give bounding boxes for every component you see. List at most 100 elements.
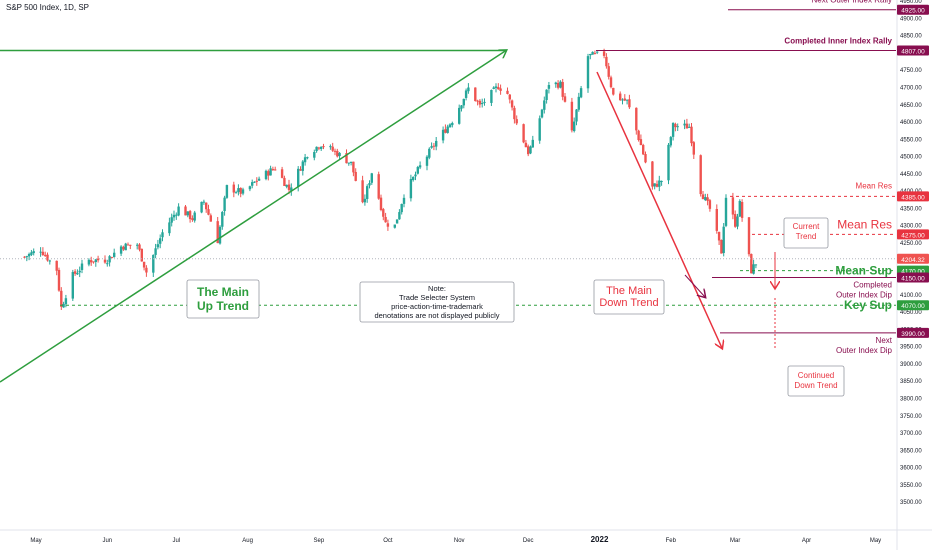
candle-body [280, 169, 284, 178]
candle-body [644, 154, 647, 163]
candle-body [481, 103, 484, 105]
candle-body [161, 232, 164, 238]
candle-body [577, 96, 580, 110]
price-tag [897, 45, 929, 56]
candle-body [642, 145, 645, 155]
price-tag-label: 4150.00 [901, 276, 925, 283]
x-tick-label: Oct [383, 538, 393, 544]
current-trend-label: Current Trend [793, 222, 820, 241]
candle-body [416, 167, 419, 174]
x-tick-label: Mar [730, 538, 740, 544]
candle-body [676, 126, 679, 128]
candle-body [704, 197, 707, 201]
candle-body [607, 66, 610, 77]
current-trend-box [783, 217, 829, 249]
candle-body [538, 118, 541, 141]
price-tag [897, 327, 929, 338]
candle-body [297, 168, 300, 187]
y-tick-label: 3550.00 [900, 483, 922, 489]
note-label: Note: Trade Selecter System price-action-t… [374, 284, 499, 320]
up-trend-box [186, 279, 260, 319]
candle-body [283, 177, 286, 186]
candle-body [331, 146, 334, 151]
candle-body [651, 161, 654, 187]
x-tick-label: May [30, 538, 41, 544]
candle-body [103, 259, 107, 263]
y-tick-label: 4250.00 [900, 241, 922, 247]
candle-body [248, 186, 252, 190]
y-tick-label: 3750.00 [900, 414, 922, 420]
candle-body [303, 157, 307, 163]
y-tick-label: 4900.00 [900, 16, 922, 22]
candle-body [90, 260, 93, 263]
candle-body [218, 226, 222, 244]
price-tag [897, 300, 929, 311]
x-tick-label: Nov [454, 538, 465, 544]
candle-body [425, 156, 429, 166]
candle-body [499, 88, 502, 91]
y-tick-label: 4350.00 [900, 206, 922, 212]
candle-body [92, 261, 95, 263]
candle-body [60, 290, 63, 307]
candle-body [168, 222, 171, 234]
price-tag [897, 4, 929, 15]
candle-body [255, 180, 258, 182]
candle-body [172, 214, 176, 218]
label-completed-outer-dip: Completed Outer Index Dip [836, 281, 893, 300]
candle-body [78, 270, 81, 273]
candle-body [513, 107, 516, 120]
candle-body [257, 178, 261, 181]
candles [23, 48, 758, 311]
candle-body [510, 100, 514, 108]
candle-body [688, 126, 691, 128]
candle-body [154, 248, 157, 255]
x-tick-label: Dec [523, 538, 534, 544]
price-tag-label: 4807.00 [901, 49, 925, 56]
candle-body [315, 146, 318, 152]
candle-body [556, 82, 560, 88]
candle-body [529, 146, 532, 154]
candle-body [448, 124, 452, 128]
candle-body [561, 82, 564, 97]
candle-body [441, 129, 445, 141]
candle-body [363, 198, 367, 203]
candle-body [444, 129, 447, 133]
candle-body [119, 246, 123, 254]
y-tick-label: 3850.00 [900, 379, 922, 385]
y-tick-label: 3650.00 [900, 448, 922, 454]
candle-body [508, 94, 511, 100]
candle-body [412, 176, 415, 181]
candle-body [625, 99, 629, 101]
candle-body [73, 271, 77, 274]
chart-title: S&P 500 Index, 1D, SP [6, 3, 90, 12]
candle-body [554, 82, 557, 85]
candle-body [593, 52, 597, 54]
y-tick-label: 4300.00 [900, 224, 922, 230]
candle-body [44, 254, 47, 256]
candle-body [274, 169, 277, 171]
candle-body [354, 171, 357, 181]
candle-body [106, 263, 109, 265]
candle-body [136, 244, 139, 246]
trendline-main-up [0, 51, 506, 383]
candle-body [740, 201, 744, 218]
y-tick-label: 4650.00 [900, 103, 922, 109]
candle-body [609, 77, 613, 88]
candle-body [170, 217, 173, 223]
candle-body [575, 109, 578, 122]
candle-body [285, 184, 288, 187]
candle-body [232, 184, 235, 193]
candle-body [685, 123, 689, 129]
candle-body [384, 216, 387, 223]
candle-body [202, 201, 206, 203]
candle-body [706, 197, 709, 201]
candle-body [460, 105, 463, 109]
candle-body [619, 93, 622, 101]
candle-body [717, 231, 721, 241]
label-mean-res-upper: Mean Res [856, 181, 892, 190]
candle-body [234, 192, 238, 194]
candle-body [750, 254, 753, 274]
candle-body [409, 179, 413, 199]
candle-body [458, 107, 461, 124]
